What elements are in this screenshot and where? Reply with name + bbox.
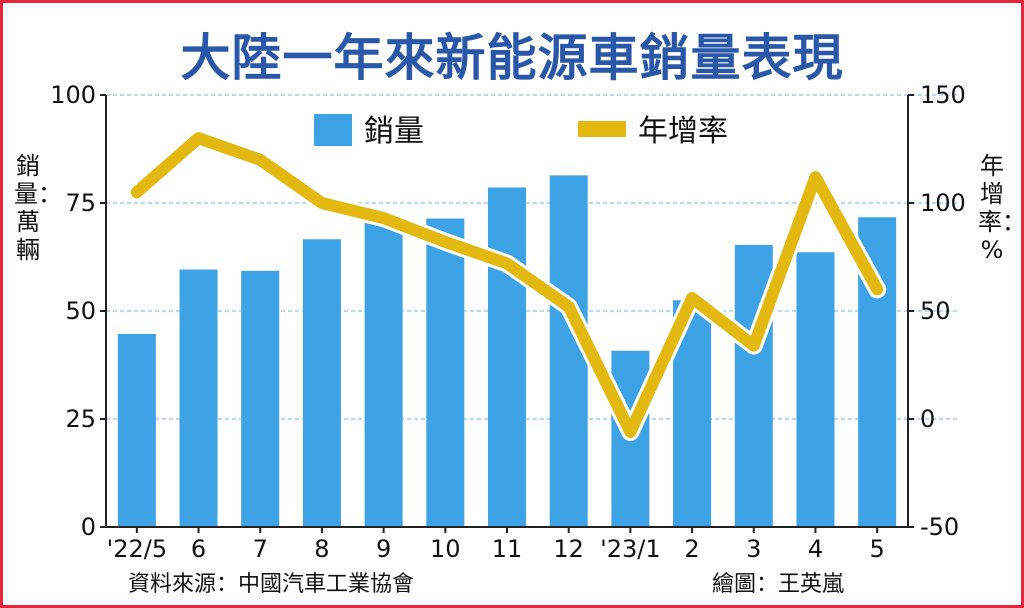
right-tick-label: 50	[920, 297, 951, 325]
bar-sales-5	[426, 218, 465, 527]
right-tick-label: 100	[920, 189, 966, 217]
legend-label-growth: 年增率	[638, 114, 728, 149]
bar-sales-2	[241, 270, 280, 527]
growth-point-4	[382, 217, 385, 220]
x-tick-label: 7	[253, 535, 268, 563]
x-tick-label: 2	[684, 535, 699, 563]
x-tick-label: '23/1	[600, 535, 661, 563]
left-tick-label: 75	[65, 189, 96, 217]
right-tick-label: 0	[920, 405, 935, 433]
left-tick-label: 100	[50, 81, 96, 109]
bar-sales-0	[117, 333, 156, 527]
legend-swatch-sales	[314, 114, 352, 146]
x-tick-label: 3	[746, 535, 761, 563]
bar-sales-3	[302, 239, 341, 527]
growth-point-9	[691, 297, 694, 300]
left-tick-label: 50	[65, 297, 96, 325]
growth-point-12	[876, 288, 879, 291]
source-note: 資料來源：中國汽車工業協會	[128, 572, 415, 597]
x-tick-label: 10	[430, 535, 461, 563]
x-tick-label: '22/5	[107, 535, 168, 563]
left-tick-label: 25	[65, 405, 96, 433]
left-tick-label: 0	[81, 513, 96, 541]
growth-point-5	[444, 240, 447, 243]
right-tick-label: -50	[920, 513, 959, 541]
x-tick-label: 4	[808, 535, 823, 563]
x-tick-label: 11	[492, 535, 523, 563]
bar-sales-6	[488, 187, 526, 527]
x-tick-label: 6	[191, 535, 206, 563]
growth-point-1	[197, 137, 200, 140]
x-tick-label: 8	[314, 535, 329, 563]
bar-sales-11	[796, 252, 835, 528]
right-tick-label: 150	[920, 81, 966, 109]
growth-point-11	[814, 176, 817, 179]
growth-point-6	[506, 262, 508, 265]
growth-point-8	[629, 430, 632, 433]
x-tick-label: 5	[870, 535, 885, 563]
x-tick-label: 12	[553, 535, 584, 563]
credit-note: 繪圖：王英嵐	[712, 572, 845, 597]
growth-point-7	[567, 305, 570, 308]
bar-sales-1	[179, 269, 218, 527]
legend-label-sales: 銷量	[364, 114, 424, 149]
growth-point-3	[320, 202, 323, 204]
growth-point-10	[752, 344, 755, 347]
bar-sales-4	[364, 221, 403, 528]
growth-point-2	[259, 158, 262, 161]
x-tick-label: 9	[376, 535, 391, 563]
legend-swatch-growth	[578, 121, 626, 137]
growth-point-0	[135, 191, 138, 194]
chart-title: 大陸一年來新能源車銷量表現	[180, 29, 844, 87]
